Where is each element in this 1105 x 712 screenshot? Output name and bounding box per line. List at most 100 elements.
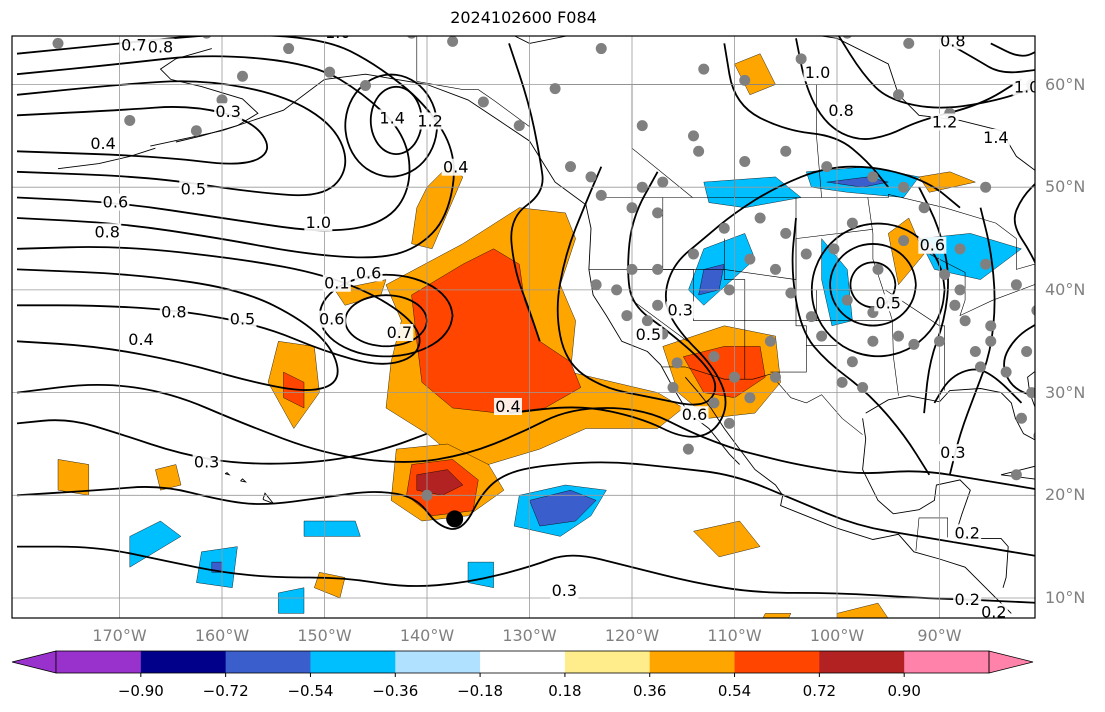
station-dot — [903, 37, 915, 49]
station-dot — [360, 80, 371, 92]
contour-label: 0.8 — [161, 302, 186, 321]
longitude-label: 90°W — [917, 626, 962, 645]
station-dot — [626, 202, 638, 214]
latitude-label: 30°N — [1045, 382, 1086, 402]
contour-line — [16, 268, 339, 391]
station-dot — [688, 130, 699, 142]
contour-label: 0.4 — [443, 158, 468, 177]
station-dot — [723, 284, 735, 296]
border-line — [929, 253, 1035, 317]
station-dot — [1000, 366, 1012, 378]
station-dot — [1010, 279, 1022, 291]
contour-labels: 0.7 0.81.00.3 1.4 1.20.40.40.50.61.00.80.10… — [89, 31, 1035, 621]
shaded-region — [529, 489, 597, 527]
contour-label: 0.4 — [128, 330, 153, 349]
colorbar-segment — [734, 651, 820, 673]
colorbar-segment — [225, 651, 311, 673]
station-dot — [718, 222, 730, 234]
station-dot — [513, 120, 525, 132]
colorbar-segment — [310, 651, 396, 673]
colorbar-tick-label: −0.72 — [202, 682, 249, 700]
contour-label: 1.4 — [379, 108, 404, 127]
shaded-region — [57, 459, 90, 496]
contour-line — [16, 545, 1035, 604]
station-dot — [770, 371, 781, 383]
station-dot — [621, 310, 633, 322]
station-dot — [934, 335, 945, 347]
station-dot — [124, 114, 136, 126]
station-dot — [657, 176, 669, 188]
station-dot — [237, 70, 248, 82]
colorbar-segment — [649, 651, 736, 673]
longitude-label: 150°W — [297, 626, 352, 645]
station-dot — [1037, 325, 1048, 336]
contour-label: 0.8 — [940, 31, 965, 50]
station-dot — [549, 83, 561, 95]
contour-label: 0.5 — [181, 179, 206, 198]
station-dot — [872, 263, 884, 275]
station-dot — [585, 171, 597, 183]
station-dot — [739, 156, 751, 168]
coastline — [262, 492, 275, 505]
station-dot — [816, 330, 828, 342]
contour-label: 0.2 — [981, 602, 1006, 621]
contour-line — [16, 461, 1035, 557]
contour-line — [369, 85, 423, 155]
latitude-label: 20°N — [1045, 485, 1086, 505]
colorbar-segment — [395, 651, 481, 673]
station-dot — [406, 36, 417, 39]
station-dot — [857, 381, 869, 393]
station-dot — [595, 189, 607, 201]
station-dot — [729, 371, 740, 383]
border-line — [915, 517, 949, 551]
coastline — [150, 73, 740, 465]
contour-label: 1.2 — [932, 112, 957, 131]
station-dot — [324, 66, 336, 78]
contour-label: 0.4 — [495, 397, 520, 416]
station-dot — [939, 268, 951, 280]
contour-label: 0.3 — [940, 443, 965, 462]
latitude-label: 50°N — [1045, 177, 1086, 197]
station-dot — [201, 36, 212, 39]
colorbar-segment — [564, 651, 651, 673]
station-dot — [652, 263, 664, 275]
contour-line — [723, 43, 890, 188]
contour-label: 0.5 — [876, 293, 901, 312]
shaded-region — [703, 176, 802, 208]
colorbar-max-arrow — [988, 650, 1034, 674]
colorbar-tick-label: 0.90 — [887, 682, 921, 700]
contour-line — [16, 384, 1035, 490]
contour-line — [16, 419, 428, 465]
contour-label: 0.6 — [103, 193, 128, 212]
contour-line — [1013, 182, 1035, 265]
station-dot — [216, 94, 228, 106]
station-dot — [985, 335, 997, 347]
station-dot — [652, 299, 664, 311]
station-dot — [836, 376, 848, 388]
station-dot — [842, 36, 852, 39]
political-borders — [416, 36, 1035, 551]
colorbar-tick-label: 0.72 — [802, 682, 837, 700]
station-dot — [795, 53, 807, 65]
station-dot — [477, 96, 489, 108]
contour-label: 0.3 — [215, 102, 240, 121]
station-dot — [1021, 346, 1033, 358]
station-dot — [682, 443, 694, 455]
station-dot — [969, 346, 981, 358]
station-dot — [867, 335, 879, 347]
contour-label: 0.7 — [387, 323, 412, 342]
station-dot — [959, 315, 971, 327]
contour-label: 0.2 — [954, 590, 979, 609]
plot-frame — [11, 35, 1036, 619]
map-plot-area: 0.7 0.81.00.3 1.4 1.20.40.40.50.61.00.80.10… — [11, 31, 1048, 621]
coastline — [224, 472, 231, 476]
contour-label: 1.4 — [983, 128, 1008, 147]
contour-label: 0.5 — [230, 310, 255, 329]
station-dot — [893, 330, 904, 342]
station-dot — [667, 381, 679, 393]
colorbar-tick-label: 0.36 — [633, 682, 667, 700]
station-dot — [867, 171, 879, 183]
station-dot — [190, 125, 202, 137]
contour-label: 0.6 — [319, 310, 344, 329]
